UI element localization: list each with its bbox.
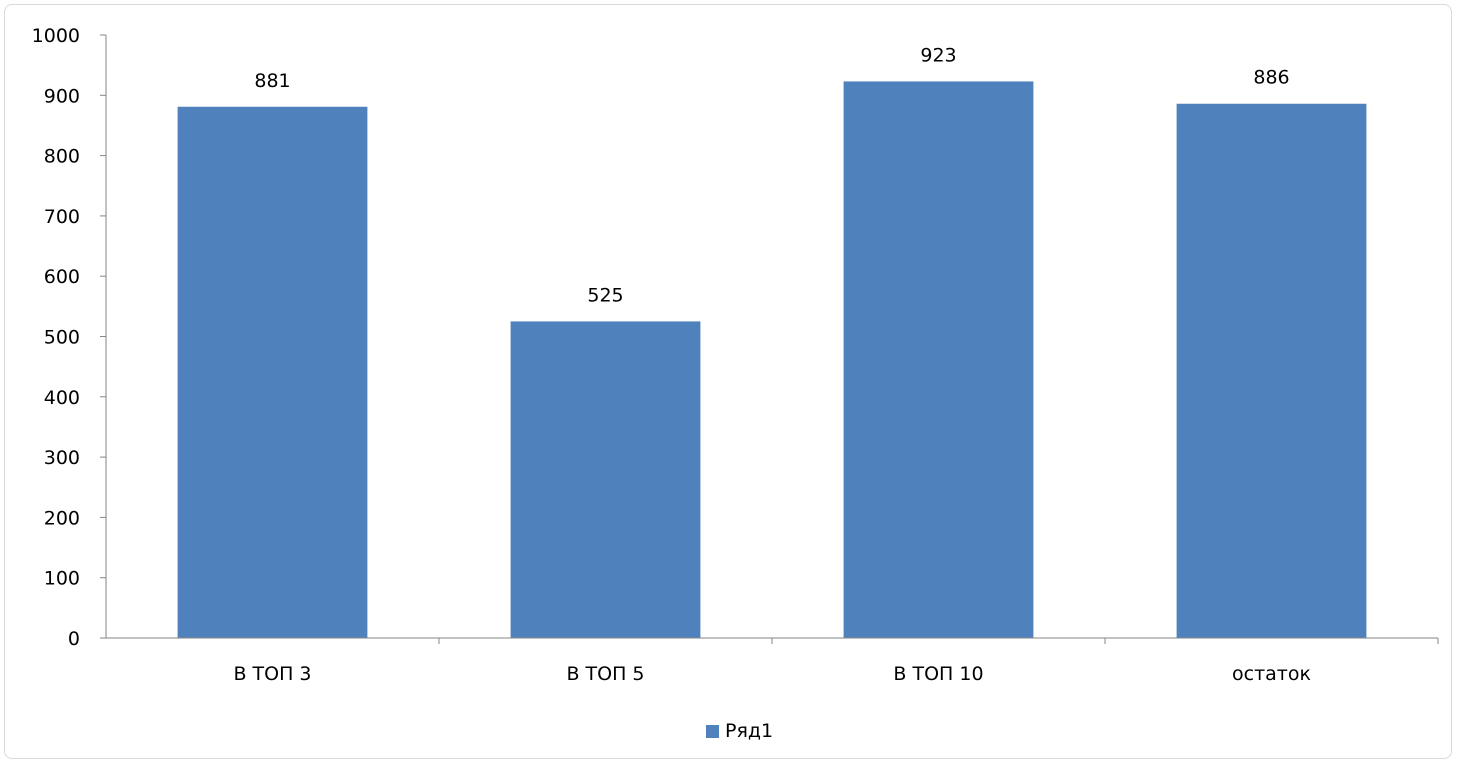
- bars: [177, 81, 1367, 638]
- bar: [177, 106, 368, 638]
- y-tick-label: 400: [44, 387, 80, 409]
- legend: Ряд1: [706, 718, 773, 744]
- data-labels: 881 525 923 886: [254, 44, 1289, 306]
- y-tick-label: 800: [44, 146, 80, 168]
- y-tick-label: 600: [44, 266, 80, 288]
- x-tick-label: В ТОП 3: [233, 663, 311, 685]
- y-tick-label: 200: [44, 507, 80, 529]
- bar: [843, 81, 1034, 638]
- bar: [510, 321, 701, 638]
- y-axis-ticks: 0 100 200 300 400 500 600 700 800 900 1000: [32, 25, 106, 650]
- x-axis-labels: В ТОП 3 В ТОП 5 В ТОП 10 остаток: [233, 638, 1439, 685]
- legend-label: Ряд1: [725, 720, 774, 742]
- x-tick-label: В ТОП 5: [566, 663, 644, 685]
- y-tick-label: 700: [44, 206, 80, 228]
- y-tick-label: 100: [44, 568, 80, 590]
- y-tick-label: 900: [44, 85, 80, 107]
- legend-swatch: [706, 724, 719, 738]
- y-tick-label: 0: [68, 628, 80, 650]
- x-tick-label: В ТОП 10: [893, 663, 983, 685]
- y-tick-label: 500: [44, 327, 80, 349]
- y-tick-label: 1000: [32, 25, 80, 47]
- data-label: 923: [920, 44, 956, 66]
- y-tick-label: 300: [44, 447, 80, 469]
- data-label: 881: [254, 70, 290, 92]
- bar: [1176, 103, 1367, 638]
- data-label: 525: [587, 284, 623, 306]
- data-label: 886: [1253, 67, 1289, 89]
- x-tick-label: остаток: [1232, 663, 1311, 685]
